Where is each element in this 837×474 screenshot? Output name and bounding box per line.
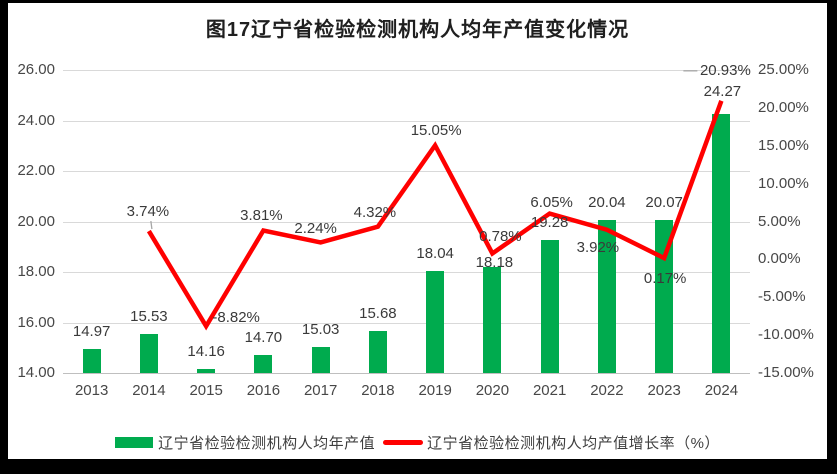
x-tick-label: 2015 <box>189 382 223 399</box>
right-tick-label: 10.00% <box>758 174 809 192</box>
x-tick-label: 2016 <box>246 382 281 399</box>
bar-value-label: 24.27 <box>703 82 742 100</box>
gridline <box>63 70 750 71</box>
line-value-label: 20.93% <box>699 61 751 79</box>
left-tick-label: 24.00 <box>17 111 55 129</box>
bar-value-label: 14.97 <box>72 322 111 340</box>
line-value-label: 6.05% <box>530 193 573 211</box>
bar-value-label: 18.04 <box>416 244 454 262</box>
bar-value-label: 19.28 <box>530 213 569 231</box>
right-tick-label: 15.00% <box>758 136 809 154</box>
bar-2019 <box>426 270 445 373</box>
bar-2024 <box>712 113 731 373</box>
bar-2023 <box>655 219 674 373</box>
line-value-label: 0.78% <box>479 228 522 246</box>
x-tick-label: 2023 <box>647 382 681 399</box>
x-tick-label: 2017 <box>303 382 338 399</box>
x-tick-label: 2019 <box>418 382 452 399</box>
left-tick-label: 14.00 <box>17 364 55 381</box>
right-tick-label: -10.00% <box>758 326 814 344</box>
bar-value-label: 14.70 <box>244 329 283 347</box>
line-value-label: -8.82% <box>212 309 260 327</box>
bar-value-label: 20.04 <box>588 194 626 212</box>
legend-line-label: 辽宁省检验检测机构人均产值增长率（%） <box>427 435 720 452</box>
bar-value-label: 15.53 <box>130 308 168 326</box>
left-tick-label: 20.00 <box>17 212 55 230</box>
left-tick-label: 26.00 <box>17 61 55 78</box>
legend-line-swatch <box>383 440 424 445</box>
x-tick-label: 2024 <box>704 382 739 399</box>
left-tick-label: 18.00 <box>17 263 55 280</box>
chart-title: 图17辽宁省检验检测机构人均年产值变化情况 <box>205 19 630 41</box>
right-tick-label: -5.00% <box>758 288 806 306</box>
x-tick-label: 2013 <box>74 382 109 399</box>
gridline <box>63 171 750 172</box>
bar-value-label: 14.16 <box>187 342 225 360</box>
line-value-label: 0.17% <box>643 270 687 288</box>
left-tick-label: 22.00 <box>17 162 55 179</box>
right-tick-label: 25.00% <box>758 61 809 78</box>
line-value-label: 2.24% <box>294 220 337 238</box>
right-tick-label: 20.00% <box>758 98 809 116</box>
line-value-label: 4.32% <box>353 203 397 221</box>
bar-2014 <box>139 334 158 373</box>
line-value-label: 3.81% <box>240 206 283 224</box>
bar-2016 <box>254 355 273 373</box>
bar-value-label: 15.68 <box>359 304 397 322</box>
chart-area: 图17辽宁省检验检测机构人均年产值变化情况 14.97 15.53 14.16 14.… <box>8 3 827 459</box>
bar-value-label: 15.03 <box>301 320 340 338</box>
right-tick-label: 0.00% <box>758 250 801 268</box>
legend-bar-label: 辽宁省检验检测机构人均年产值 <box>158 435 376 452</box>
right-tick-label: -15.00% <box>758 364 814 381</box>
x-tick-label: 2018 <box>361 382 395 399</box>
legend-bar-swatch <box>115 437 154 448</box>
line-value-label: 15.05% <box>410 122 462 140</box>
bar-2017 <box>311 346 330 373</box>
line-value-label: 3.92% <box>576 238 620 256</box>
x-tick-label: 2020 <box>475 382 510 399</box>
bar-2013 <box>82 348 101 373</box>
bar-2018 <box>368 330 387 373</box>
x-tick-label: 2022 <box>590 382 624 399</box>
bar-2020 <box>483 267 502 373</box>
x-tick-label: 2014 <box>132 382 166 399</box>
left-tick-label: 16.00 <box>17 313 55 331</box>
line-value-label: 3.74% <box>126 203 170 221</box>
gridline <box>63 221 750 223</box>
right-tick-label: 5.00% <box>758 212 801 230</box>
gridline <box>63 120 750 122</box>
bar-value-label: 20.07 <box>645 193 683 211</box>
bar-2021 <box>540 239 559 373</box>
bar-2015 <box>197 368 216 373</box>
legend: 辽宁省检验检测机构人均年产值 辽宁省检验检测机构人均产值增长率（%） <box>8 432 827 453</box>
bar-value-label: 18.18 <box>475 254 514 272</box>
x-tick-label: 2021 <box>532 382 567 399</box>
x-axis-line <box>63 373 750 374</box>
